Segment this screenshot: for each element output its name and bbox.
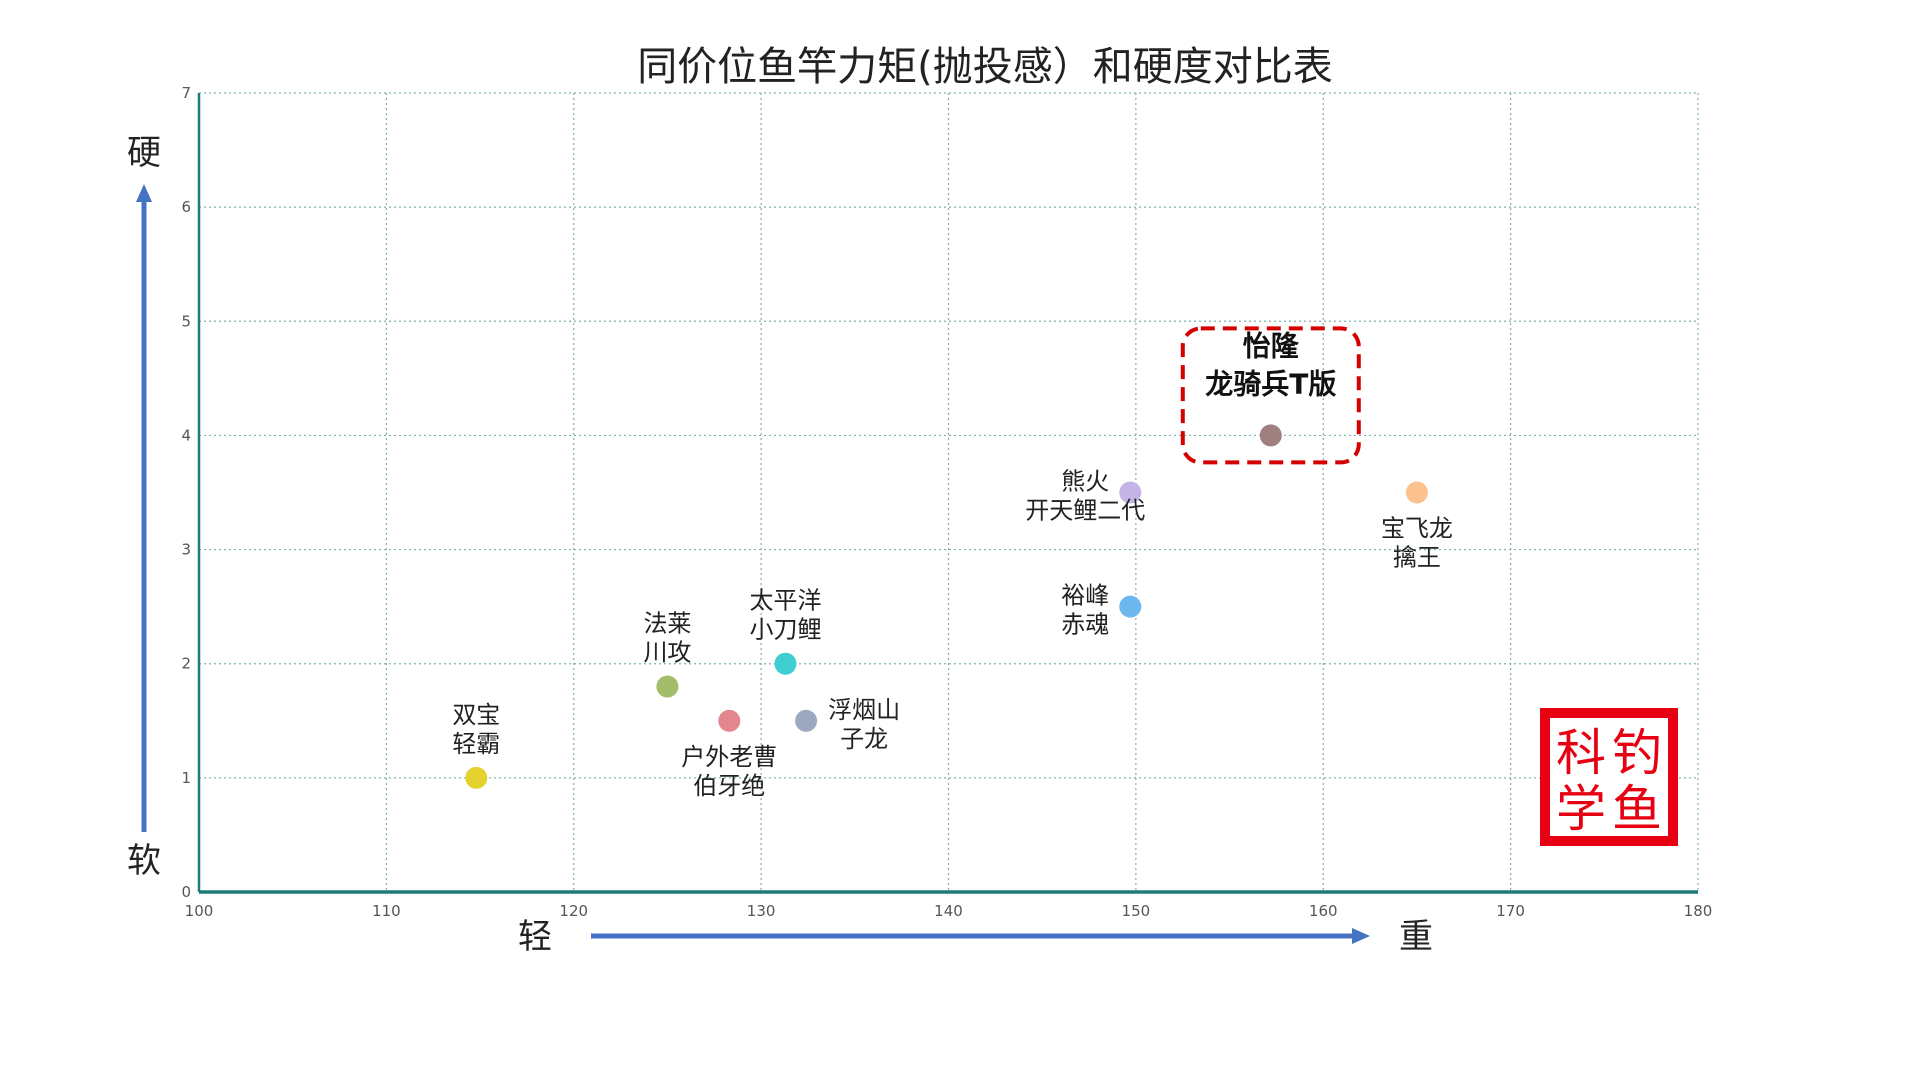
svg-text:鱼: 鱼 [1612,780,1662,838]
data-point [1119,481,1142,504]
tick-labels: 100 110 120 130 140 150 160 170 180 0 1 2 3 4 5 6 7 [181,84,1712,920]
data-point-label: 法莱 [643,610,691,638]
svg-text:科: 科 [1556,724,1606,782]
y-tick-label: 7 [181,84,191,102]
data-point-label: 轻霸 [452,730,500,758]
x-tick-label: 150 [1122,902,1151,920]
data-point-label: 宝飞龙 [1381,515,1453,543]
data-points: 双宝轻霸法莱川攻户外老曹伯牙绝太平洋小刀鲤浮烟山子龙熊火开天鲤二代裕峰赤魂怡隆龙… [452,326,1453,800]
x-high-label: 重 [1399,917,1433,957]
axes [197,93,1698,894]
data-point-label: 伯牙绝 [693,772,765,800]
grid [199,92,1699,892]
y-tick-label: 0 [181,883,191,901]
x-tick-label: 140 [934,902,963,920]
y-tick-label: 1 [181,769,191,787]
data-point-label: 怡隆 [1243,329,1300,362]
seal-logo: 科 钓 学 鱼 [1540,708,1678,846]
data-point-label: 赤魂 [1061,611,1109,639]
data-point [1259,424,1282,447]
data-point-label: 裕峰 [1061,582,1109,610]
x-tick-label: 160 [1309,902,1338,920]
data-point [774,652,797,675]
x-tick-label: 110 [372,902,401,920]
data-point-label: 子龙 [840,725,888,753]
data-point-label: 户外老曹 [681,743,777,771]
y-tick-label: 6 [181,198,191,216]
x-tick-label: 170 [1496,902,1525,920]
data-point-label: 川攻 [643,639,691,667]
x-low-label: 轻 [518,917,552,957]
x-tick-label: 120 [559,902,588,920]
x-tick-label: 180 [1684,902,1713,920]
data-point-label: 太平洋 [749,587,821,615]
y-tick-label: 4 [181,426,191,444]
data-point [795,709,818,732]
data-point-label: 熊火 [1061,468,1109,496]
svg-text:学: 学 [1556,780,1606,838]
x-tick-label: 100 [185,902,214,920]
data-point-label: 双宝 [452,701,500,729]
svg-text:钓: 钓 [1612,724,1662,782]
highlight-box [1180,326,1361,465]
y-tick-label: 5 [181,312,191,330]
data-point-label: 开天鲤二代 [1025,497,1145,525]
y-high-label: 硬 [127,133,161,173]
data-point [718,709,741,732]
y-tick-label: 2 [181,655,191,673]
x-direction-arrow [591,928,1370,944]
data-point-label: 擒王 [1393,544,1441,572]
data-point [1119,595,1142,618]
x-tick-label: 130 [747,902,776,920]
y-low-label: 软 [127,841,161,881]
y-tick-label: 3 [181,541,191,559]
data-point [465,766,488,789]
data-point [656,675,679,698]
data-point-label: 小刀鲤 [749,616,821,644]
data-point [1405,481,1428,504]
chart-title: 同价位鱼竿力矩(抛投感）和硬度对比表 [637,44,1333,90]
data-point-label: 浮烟山 [828,696,900,724]
data-point-label: 龙骑兵T版 [1205,367,1336,400]
y-direction-arrow [136,184,152,832]
